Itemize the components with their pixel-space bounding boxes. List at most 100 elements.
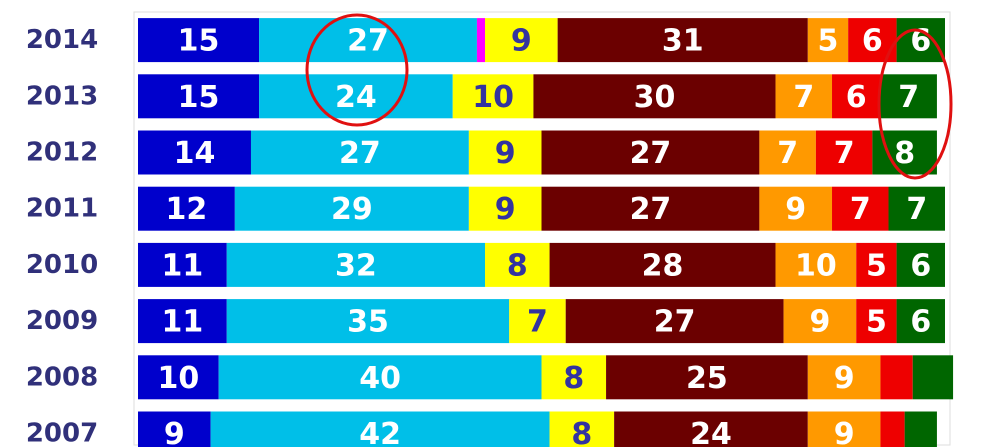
data-label: 7 bbox=[906, 192, 927, 227]
y-tick-label: 2013 bbox=[26, 81, 98, 111]
bar-segment bbox=[807, 411, 881, 447]
bars: 15 27 9 31 5 6 615 24 10 30 7 6 714 27 9 27 7 7 812 29 9 27 9 7… bbox=[138, 18, 954, 447]
bar-segment bbox=[856, 242, 897, 287]
data-label: 9 bbox=[511, 24, 532, 59]
data-label: 30 bbox=[634, 80, 676, 115]
data-label: 40 bbox=[359, 361, 401, 396]
bar-segment bbox=[250, 130, 469, 175]
bar-segment bbox=[775, 242, 857, 287]
data-label: 9 bbox=[834, 361, 855, 396]
y-tick-label: 2008 bbox=[26, 362, 98, 392]
data-label: 7 bbox=[834, 136, 855, 171]
bar-segment bbox=[468, 186, 542, 231]
y-tick-label: 2011 bbox=[26, 194, 98, 224]
bar-segment bbox=[896, 18, 945, 63]
data-label: 15 bbox=[178, 24, 220, 59]
data-label: 5 bbox=[866, 248, 887, 283]
bar-segment bbox=[896, 299, 945, 344]
bar-segment bbox=[468, 130, 542, 175]
data-label: 28 bbox=[642, 248, 684, 283]
data-label: 27 bbox=[630, 192, 672, 227]
bar-segment bbox=[912, 355, 954, 400]
data-label: 11 bbox=[162, 305, 204, 340]
bar-segment bbox=[565, 299, 784, 344]
bar-segment bbox=[541, 355, 607, 400]
highlight-ellipse bbox=[305, 13, 409, 127]
data-label: 5 bbox=[866, 305, 887, 340]
bar-segment bbox=[541, 130, 760, 175]
y-tick-label: 2009 bbox=[26, 306, 98, 336]
data-label: 9 bbox=[164, 417, 185, 447]
data-label: 24 bbox=[335, 80, 377, 115]
data-label: 42 bbox=[359, 417, 401, 447]
y-tick-label: 2014 bbox=[26, 25, 98, 55]
bar-segment bbox=[549, 242, 776, 287]
bar-segment bbox=[807, 355, 881, 400]
data-label: 27 bbox=[347, 24, 389, 59]
data-label: 29 bbox=[331, 192, 373, 227]
bar-segment bbox=[452, 74, 534, 119]
bar-segment bbox=[541, 186, 760, 231]
bar-segment bbox=[226, 242, 486, 287]
bar-segment bbox=[138, 355, 219, 400]
y-tick-label: 2012 bbox=[26, 138, 98, 168]
bar-segment bbox=[138, 130, 251, 175]
bar-segment bbox=[815, 130, 873, 175]
bar-segment bbox=[832, 74, 881, 119]
data-label: 27 bbox=[654, 305, 696, 340]
bar-segment bbox=[138, 18, 260, 63]
bar-segment bbox=[259, 18, 477, 63]
bar-segment bbox=[606, 355, 808, 400]
bar-segment bbox=[856, 299, 897, 344]
data-label: 8 bbox=[563, 361, 584, 396]
data-label: 9 bbox=[495, 192, 516, 227]
bar-segment bbox=[896, 242, 945, 287]
data-label: 14 bbox=[174, 136, 216, 171]
data-label: 7 bbox=[527, 305, 548, 340]
data-label: 9 bbox=[495, 136, 516, 171]
data-label: 12 bbox=[166, 192, 208, 227]
bar-segment bbox=[138, 411, 211, 447]
bar-segment bbox=[775, 74, 833, 119]
data-label: 9 bbox=[809, 305, 830, 340]
data-label: 35 bbox=[347, 305, 389, 340]
data-label: 6 bbox=[910, 248, 931, 283]
data-label: 11 bbox=[162, 248, 204, 283]
bar-segment bbox=[509, 299, 566, 344]
bar-segment bbox=[880, 74, 937, 119]
bar-segment bbox=[880, 411, 905, 447]
data-label: 6 bbox=[910, 305, 931, 340]
data-label: 7 bbox=[777, 136, 798, 171]
data-label: 10 bbox=[795, 248, 837, 283]
bar-segment bbox=[557, 18, 808, 63]
bar-segment bbox=[888, 186, 945, 231]
data-label: 10 bbox=[472, 80, 514, 115]
bar-segment bbox=[138, 299, 227, 344]
bar-segment bbox=[138, 242, 227, 287]
bar-segment bbox=[880, 355, 913, 400]
bar-segment bbox=[218, 355, 542, 400]
data-label: 32 bbox=[335, 248, 377, 283]
data-label: 7 bbox=[898, 80, 919, 115]
data-label: 7 bbox=[850, 192, 871, 227]
bar-segment bbox=[138, 186, 235, 231]
data-label: 9 bbox=[785, 192, 806, 227]
data-label: 10 bbox=[157, 361, 199, 396]
bar-segment bbox=[549, 411, 615, 447]
data-label: 5 bbox=[818, 24, 839, 59]
y-tick-label: 2010 bbox=[26, 250, 98, 280]
bar-segment bbox=[904, 411, 937, 447]
bar-segment bbox=[234, 186, 469, 231]
bar-segment bbox=[485, 242, 550, 287]
data-label: 9 bbox=[834, 417, 855, 447]
data-label: 31 bbox=[662, 24, 704, 59]
bar-segment bbox=[476, 18, 486, 63]
bar-segment bbox=[138, 74, 260, 119]
bar-segment bbox=[759, 186, 833, 231]
bar-segment bbox=[210, 411, 550, 447]
bar-segment bbox=[259, 74, 453, 119]
bar-segment bbox=[759, 130, 816, 175]
bar-segment bbox=[485, 18, 558, 63]
y-tick-label: 2007 bbox=[26, 419, 98, 447]
